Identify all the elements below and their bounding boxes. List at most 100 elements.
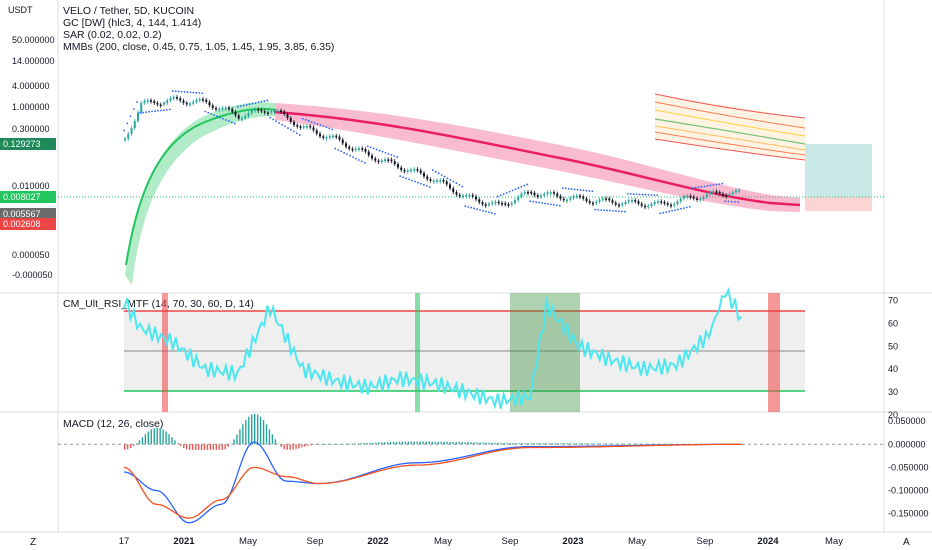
sar-dot xyxy=(452,180,455,183)
macd-hist-bar xyxy=(336,444,339,445)
macd-hist-bar xyxy=(363,443,365,445)
candle xyxy=(731,192,734,195)
candle xyxy=(176,97,178,99)
macd-hist-bar xyxy=(479,442,481,445)
sar-dot xyxy=(458,183,461,186)
candle xyxy=(322,136,325,138)
sar-dot xyxy=(440,174,443,176)
sar-dot xyxy=(225,119,227,121)
sar-dot xyxy=(349,154,351,157)
symbol-title[interactable]: VELO / Tether, 5D, KUCOIN xyxy=(63,5,194,17)
sar-dot xyxy=(597,208,600,211)
sar-dot xyxy=(236,105,239,108)
sar-dot xyxy=(248,103,251,106)
candle xyxy=(244,115,247,118)
time-tick-label: May xyxy=(628,536,646,547)
macd-hist-bar xyxy=(162,429,164,445)
macd-hist-bar xyxy=(233,439,235,445)
macd-hist-bar xyxy=(602,443,605,445)
indicator-mmbs[interactable]: MMBs (200, close, 0.45, 0.75, 1.05, 1.45… xyxy=(63,41,334,53)
macd-hist-bar xyxy=(191,444,194,450)
panel-frames xyxy=(0,0,932,533)
macd-hist-bar xyxy=(605,443,608,445)
time-tick-label: 2022 xyxy=(367,536,388,547)
candle xyxy=(267,112,269,114)
macd-hist-bar xyxy=(533,443,535,445)
unit-label: USDT xyxy=(8,5,33,15)
price-tick-label: 14.000000 xyxy=(12,56,55,66)
candle xyxy=(738,190,741,192)
candle xyxy=(510,203,513,205)
macd-histogram xyxy=(124,413,743,450)
macd-hist-bar xyxy=(596,443,599,445)
auto-scale-button[interactable]: A xyxy=(903,537,910,548)
macd-title[interactable]: MACD (12, 26, close) xyxy=(63,418,163,430)
macd-hist-bar xyxy=(560,443,562,445)
sar-dot xyxy=(177,90,180,93)
candle xyxy=(374,158,377,161)
zoom-label[interactable]: Z xyxy=(30,537,36,548)
sar-dot xyxy=(287,127,289,129)
sar-dot xyxy=(132,108,135,111)
macd-hist-bar xyxy=(144,434,147,445)
macd-hist-bar xyxy=(500,442,502,445)
macd-hist-bar xyxy=(274,439,277,445)
candle xyxy=(429,179,432,181)
macd-hist-bar xyxy=(209,444,212,450)
macd-hist-bar xyxy=(620,443,623,445)
macd-hist-bar xyxy=(245,420,247,445)
macd-hist-bar xyxy=(298,444,300,449)
candle xyxy=(530,191,533,194)
macd-hist-bar xyxy=(313,444,315,445)
candle xyxy=(497,201,500,204)
indicator-gc[interactable]: GC [DW] (hlc3, 4, 144, 1.414) xyxy=(63,17,201,29)
candle xyxy=(507,204,510,206)
candle xyxy=(666,203,669,205)
sar-dot xyxy=(641,193,644,196)
candle xyxy=(608,198,611,201)
sar-dot xyxy=(455,182,458,185)
macd-hist-bar xyxy=(557,443,559,445)
macd-tick-label: -0.050000 xyxy=(888,462,929,472)
sar-dot xyxy=(239,105,242,108)
sar-dot xyxy=(298,134,301,136)
sar-dot xyxy=(547,203,549,205)
candle xyxy=(153,101,156,104)
candle xyxy=(319,133,321,137)
candle xyxy=(205,99,208,102)
price-tick-label: 0.010000 xyxy=(12,181,50,191)
macd-hist-bar xyxy=(357,443,359,445)
macd-hist-bar xyxy=(189,444,191,450)
sar-dot xyxy=(467,206,470,208)
candle xyxy=(722,193,724,196)
sar-dot xyxy=(535,201,538,204)
sar-dot xyxy=(691,187,694,190)
macd-hist-bar xyxy=(165,431,167,445)
macd-hist-bar xyxy=(663,443,665,445)
rsi-title[interactable]: CM_Ult_RSI_MTF (14, 70, 30, 60, D, 14) xyxy=(63,298,254,310)
rsi-tick-label: 40 xyxy=(888,364,898,374)
sar-dot xyxy=(659,212,662,215)
macd-hist-bar xyxy=(515,443,517,445)
sar-dot xyxy=(685,206,688,209)
macd-hist-bar xyxy=(660,443,662,445)
sar-dot xyxy=(600,209,603,211)
macd-hist-bar xyxy=(354,443,356,445)
zoom-button-left[interactable]: Z xyxy=(30,537,36,548)
candle xyxy=(208,101,211,106)
candle xyxy=(143,100,146,103)
candle xyxy=(709,192,711,195)
target-box-upper xyxy=(805,144,872,197)
candle xyxy=(712,191,715,193)
sar-dot xyxy=(609,209,611,212)
indicator-sar[interactable]: SAR (0.02, 0.02, 0.2) xyxy=(63,29,162,41)
macd-hist-bar xyxy=(215,444,217,450)
time-tick-label: 2024 xyxy=(757,536,779,547)
candle xyxy=(549,192,552,194)
auto-scale-label[interactable]: A xyxy=(903,537,910,548)
macd-hist-bar xyxy=(168,434,170,445)
sar-dot xyxy=(561,187,564,190)
sar-dot xyxy=(499,194,502,197)
candle xyxy=(185,102,188,105)
macd-hist-bar xyxy=(141,437,144,445)
